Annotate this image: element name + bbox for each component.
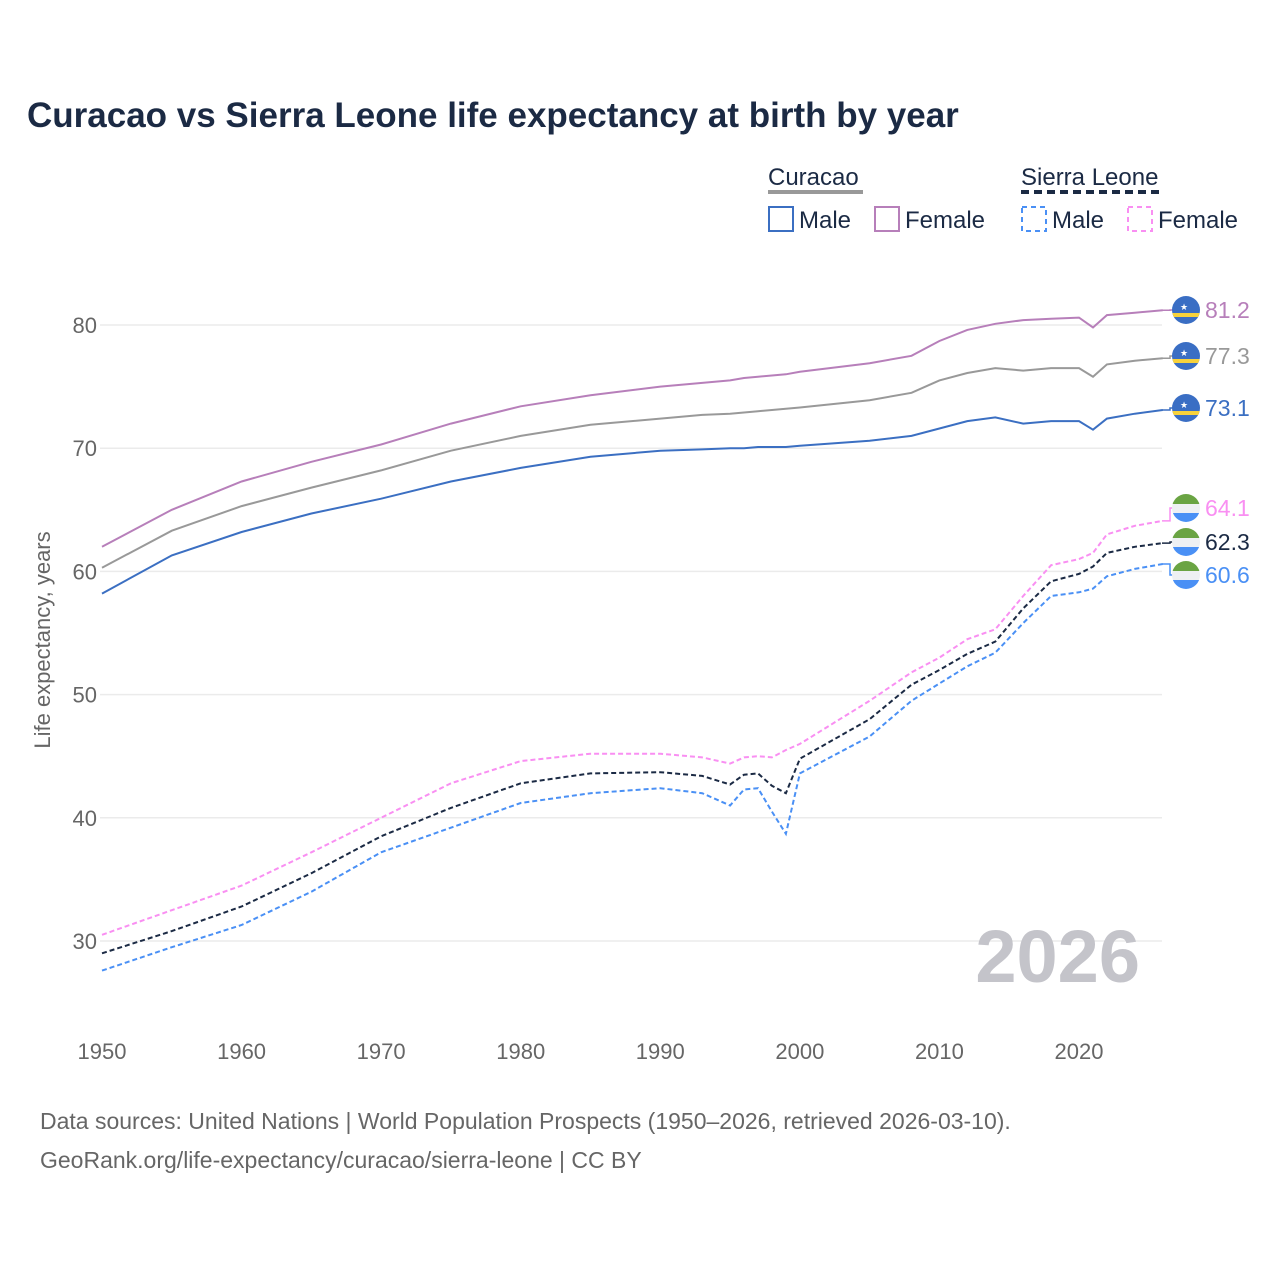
flag-blue	[1172, 513, 1200, 522]
series-line-curacao-male	[101, 409, 1163, 595]
footer-sources: Data sources: United Nations | World Pop…	[40, 1108, 1011, 1134]
y-tick-label: 50	[73, 683, 97, 708]
legend-item-label: Male	[799, 207, 851, 234]
chart-title: Curacao vs Sierra Leone life expectancy …	[27, 96, 959, 135]
end-value-label: 64.1	[1205, 495, 1250, 521]
watermark-year: 2026	[975, 915, 1140, 998]
flag-green	[1172, 561, 1200, 571]
x-tick-label: 2020	[1055, 1039, 1104, 1064]
flag-field	[1172, 342, 1200, 370]
x-tick-label: 1960	[217, 1039, 266, 1064]
x-tick-label: 1970	[357, 1039, 406, 1064]
flag-blue	[1172, 580, 1200, 589]
series-line-sierra-leone-male	[101, 563, 1163, 972]
legend-swatch	[874, 206, 900, 232]
end-value-label: 62.3	[1205, 529, 1250, 555]
sierra-leone-flag-icon	[1172, 528, 1200, 556]
x-tick-label: 1950	[78, 1039, 127, 1064]
footer-link[interactable]: GeoRank.org/life-expectancy/curacao/sier…	[40, 1147, 642, 1173]
flag-star: ★	[1180, 348, 1188, 358]
series-line-sierra-leone	[101, 542, 1163, 955]
legend-group-title: Sierra Leone	[1021, 164, 1158, 191]
flag-blue	[1172, 547, 1200, 556]
flag-field	[1172, 394, 1200, 422]
flag-field	[1172, 296, 1200, 324]
y-tick-label: 40	[73, 806, 97, 831]
end-value-label: 73.1	[1205, 395, 1250, 421]
end-value-label: 60.6	[1205, 562, 1250, 588]
series-line-curacao	[101, 357, 1163, 569]
sierra-leone-flag-icon	[1172, 561, 1200, 589]
series-line-curacao-female	[101, 309, 1163, 548]
legend-swatch	[1127, 206, 1153, 232]
flag-stripe	[1172, 411, 1200, 415]
flag-star: ★	[1180, 400, 1188, 410]
curacao-flag-icon: ★	[1172, 296, 1200, 324]
legend-group-title: Curacao	[768, 164, 859, 191]
y-tick-label: 80	[73, 313, 97, 338]
legend-swatch	[1021, 206, 1047, 232]
curacao-flag-icon: ★	[1172, 394, 1200, 422]
flag-stripe	[1172, 313, 1200, 317]
flag-green	[1172, 494, 1200, 504]
series-line-sierra-leone-female	[101, 519, 1163, 936]
flag-white	[1172, 538, 1200, 547]
y-tick-label: 30	[73, 929, 97, 954]
x-tick-label: 2010	[915, 1039, 964, 1064]
flag-star: ★	[1180, 302, 1188, 312]
curacao-flag-icon: ★	[1172, 342, 1200, 370]
flag-white	[1172, 571, 1200, 580]
flag-stripe	[1172, 359, 1200, 363]
x-tick-label: 2000	[775, 1039, 824, 1064]
y-tick-label: 60	[73, 559, 97, 584]
sierra-leone-flag-icon	[1172, 494, 1200, 522]
flag-green	[1172, 528, 1200, 538]
end-value-label: 77.3	[1205, 343, 1250, 369]
y-tick-label: 70	[73, 436, 97, 461]
end-value-label: 81.2	[1205, 297, 1250, 323]
x-tick-label: 1990	[636, 1039, 685, 1064]
legend-item-label: Female	[1158, 207, 1238, 234]
flag-white	[1172, 504, 1200, 513]
x-tick-label: 1980	[496, 1039, 545, 1064]
legend-swatch	[768, 206, 794, 232]
y-axis-label: Life expectancy, years	[30, 531, 55, 748]
legend-item-label: Female	[905, 207, 985, 234]
legend-item-label: Male	[1052, 207, 1104, 234]
